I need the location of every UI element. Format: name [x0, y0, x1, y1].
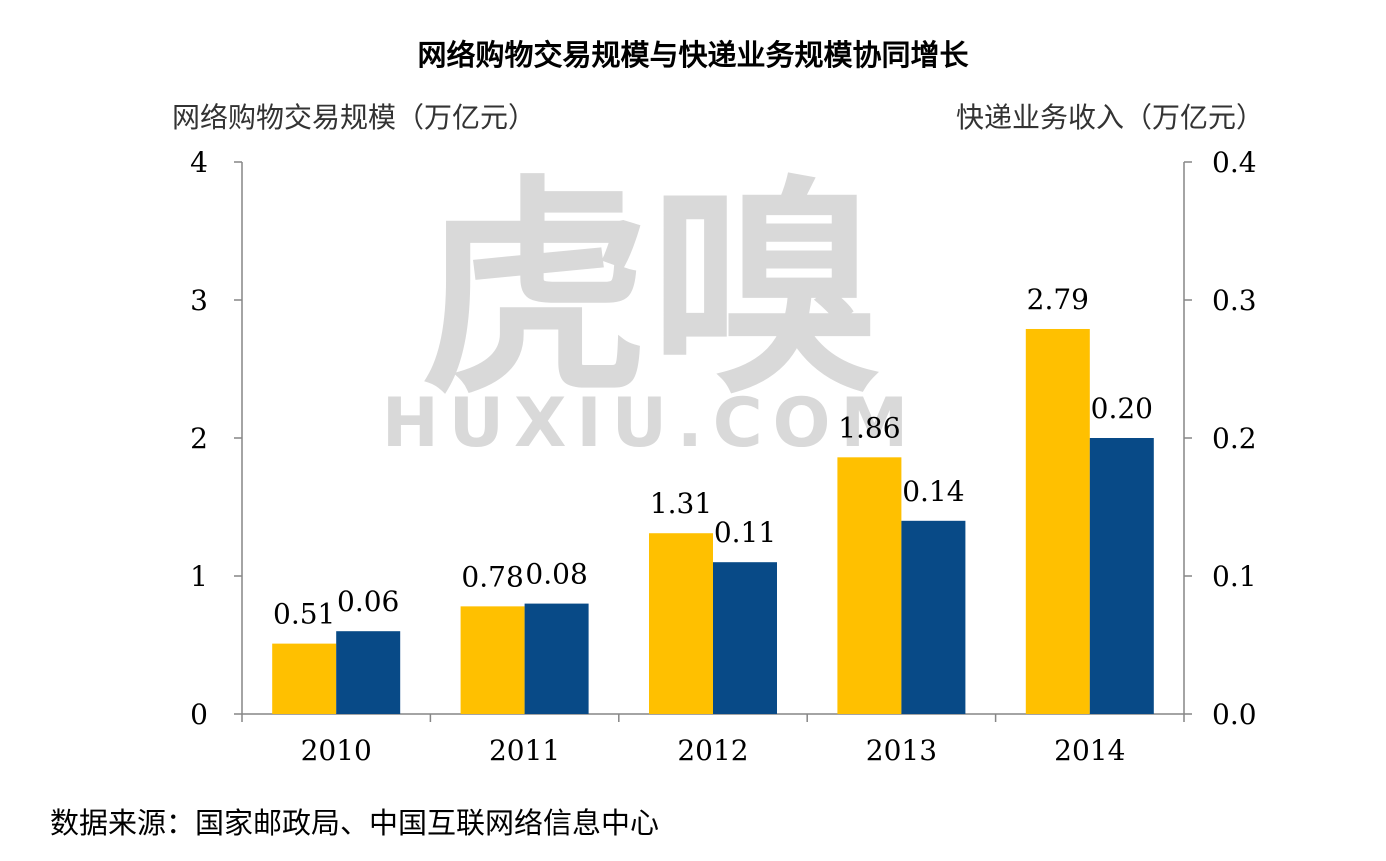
bar-series-1	[837, 457, 902, 714]
source-note: 数据来源：国家邮政局、中国互联网络信息中心	[50, 806, 660, 840]
data-label: 0.51	[273, 598, 335, 631]
left-tick-label: 3	[190, 284, 208, 317]
right-tick-label: 0.0	[1212, 698, 1257, 731]
watermark-sub: HUXIU.COM	[382, 384, 918, 463]
data-label: 2.79	[1027, 283, 1089, 316]
left-axis-title: 网络购物交易规模（万亿元）	[172, 101, 537, 134]
bar-series-1	[272, 643, 337, 714]
x-tick-label: 2014	[1054, 734, 1125, 767]
bar-series-1	[1025, 328, 1090, 714]
data-label: 1.86	[838, 411, 900, 444]
labels: 0.51 0.78 1.31 1.86 2.79 0.06 0.08 0.11 0.14 0.20	[273, 283, 1153, 631]
left-tick-label: 2	[190, 422, 208, 455]
data-label: 0.11	[714, 516, 776, 549]
x-tick-label: 2011	[489, 734, 560, 767]
left-tick-label: 0	[190, 698, 208, 731]
watermark-main: 虎嗅	[420, 158, 880, 425]
bar-series-1	[460, 606, 525, 714]
left-tick-label: 1	[190, 560, 208, 593]
x-tick-label: 2012	[677, 734, 748, 767]
x-tick-label: 2013	[866, 734, 937, 767]
watermark: 虎嗅 HUXIU.COM	[382, 158, 918, 463]
left-tick-label: 4	[190, 146, 208, 179]
right-tick-label: 0.2	[1212, 422, 1257, 455]
bar-series-2	[524, 603, 589, 714]
data-label: 0.14	[902, 475, 964, 508]
right-tick-label: 0.4	[1212, 146, 1257, 179]
bar-series-2	[1089, 438, 1154, 714]
chart-title: 网络购物交易规模与快递业务规模协同增长	[417, 38, 969, 72]
bars	[272, 328, 1154, 714]
data-label: 0.08	[525, 558, 587, 591]
right-axis-title: 快递业务收入（万亿元）	[955, 101, 1264, 134]
right-tick-label: 0.1	[1212, 560, 1257, 593]
x-tick-label: 2010	[301, 734, 372, 767]
data-label: 1.31	[650, 487, 712, 520]
bar-series-2	[713, 562, 777, 714]
data-label: 0.20	[1091, 392, 1153, 425]
bar-series-1	[649, 533, 713, 714]
data-label: 0.78	[461, 560, 523, 593]
data-label: 0.06	[337, 585, 399, 618]
right-tick-label: 0.3	[1212, 284, 1257, 317]
bar-series-2	[336, 631, 401, 714]
bar-series-2	[901, 520, 966, 714]
